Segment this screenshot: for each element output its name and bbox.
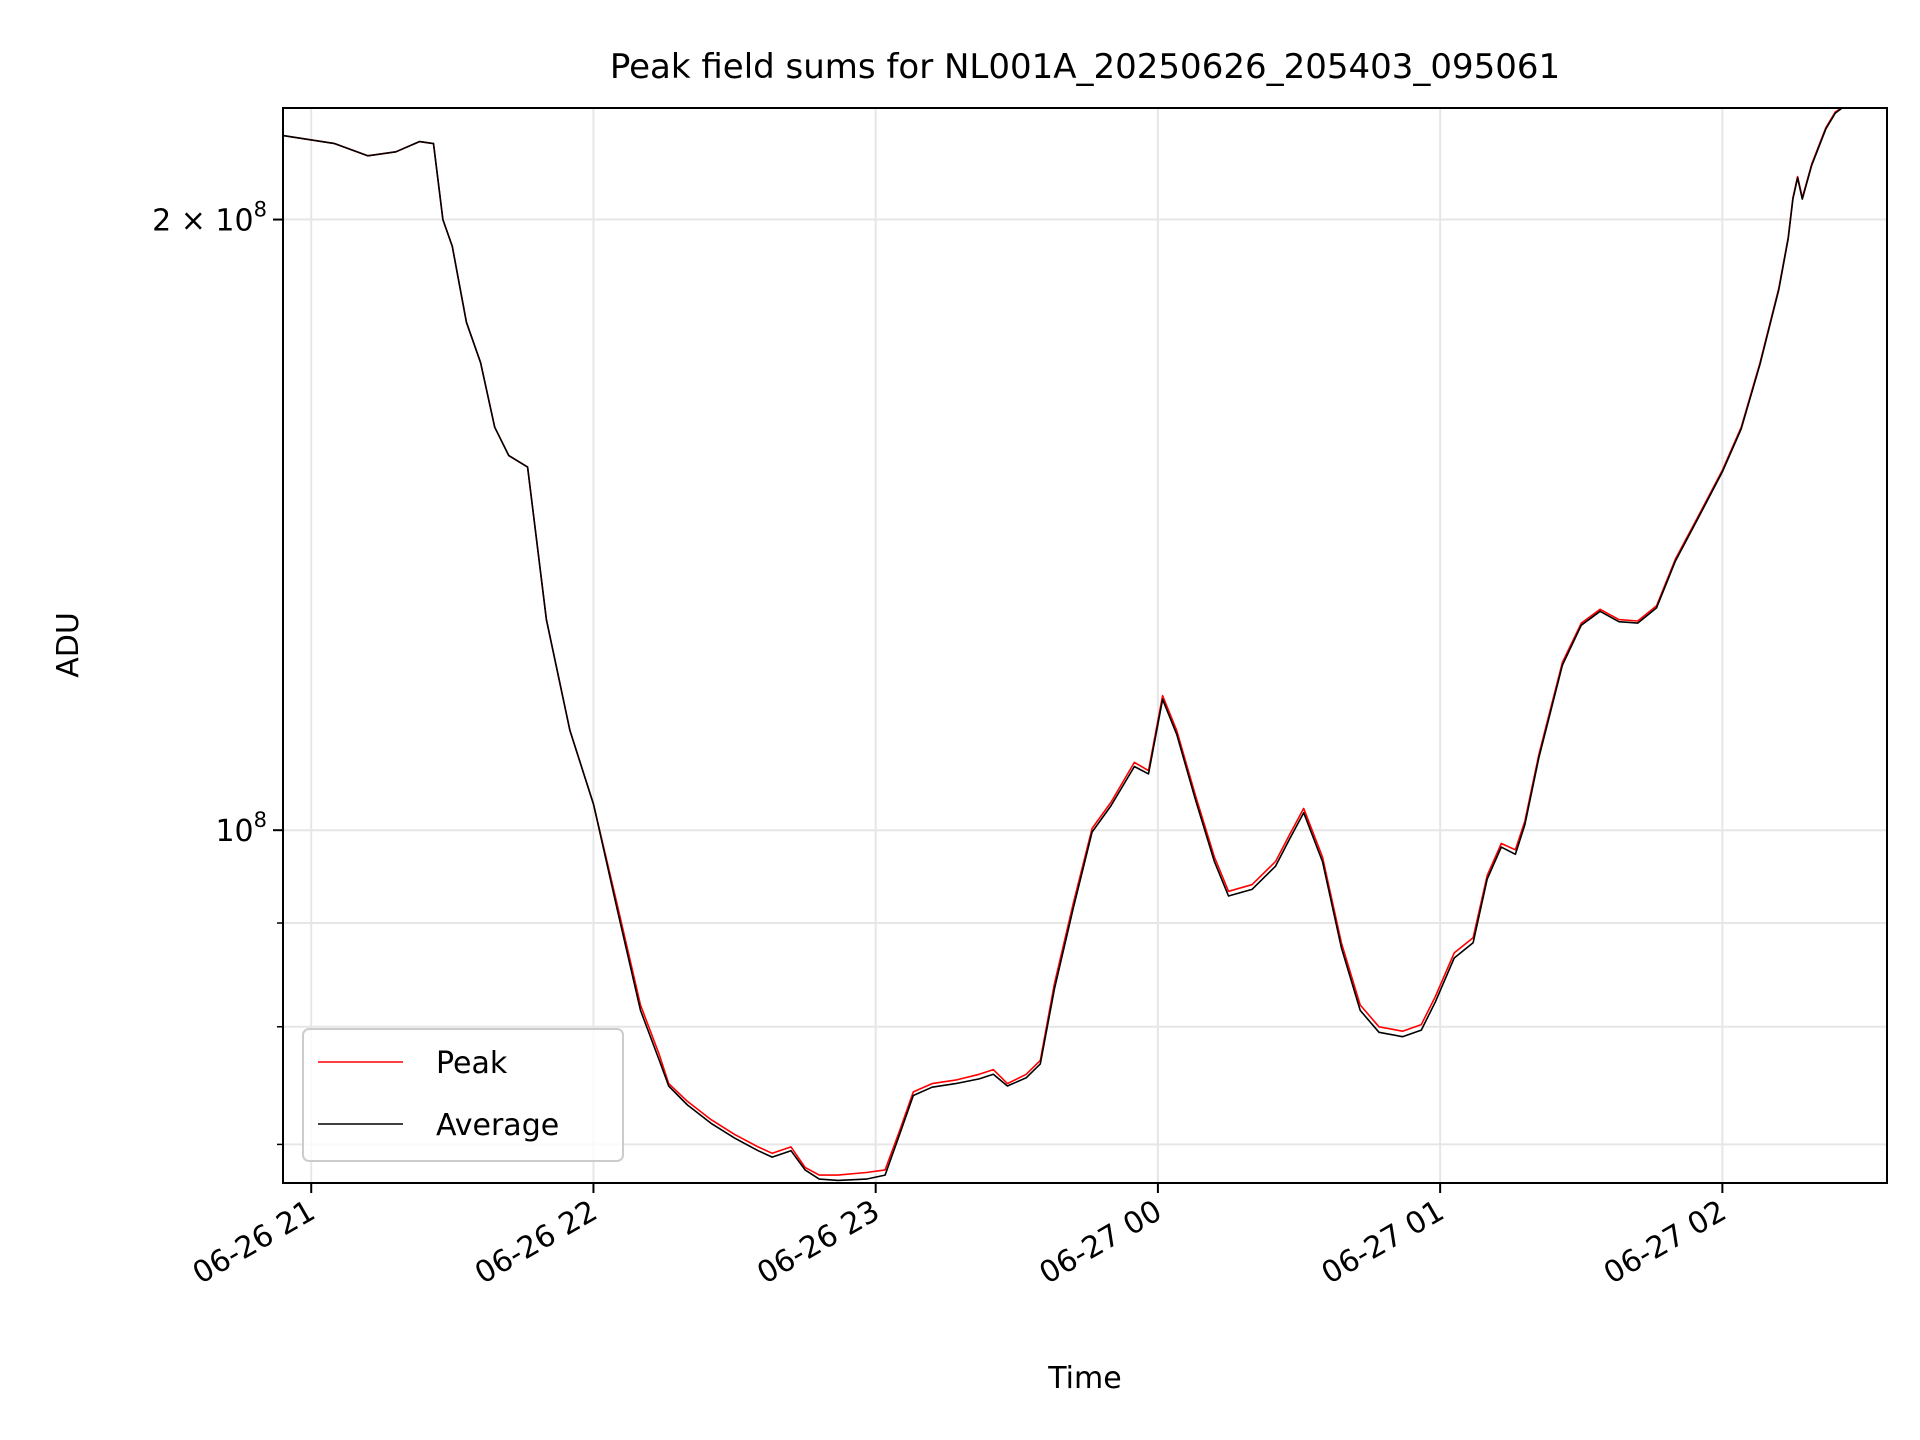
plot-frame: [282, 107, 1888, 1184]
series-layer: [283, 108, 1844, 1182]
y-tick-label: 108: [215, 808, 267, 849]
y-tick-label: 2 × 108: [152, 198, 267, 239]
series-line-average: [283, 108, 1844, 1182]
y-axis: 108 2 × 108: [152, 198, 283, 1146]
legend: Peak Average: [302, 1028, 624, 1162]
grid: [283, 108, 1887, 1183]
legend-label-peak: Peak: [436, 1046, 508, 1081]
chart-title: Peak field sums for NL001A_20250626_2054…: [610, 47, 1560, 87]
legend-label-average: Average: [436, 1108, 559, 1143]
y-axis-label: ADU: [51, 612, 86, 678]
x-axis-label: Time: [1047, 1361, 1121, 1396]
